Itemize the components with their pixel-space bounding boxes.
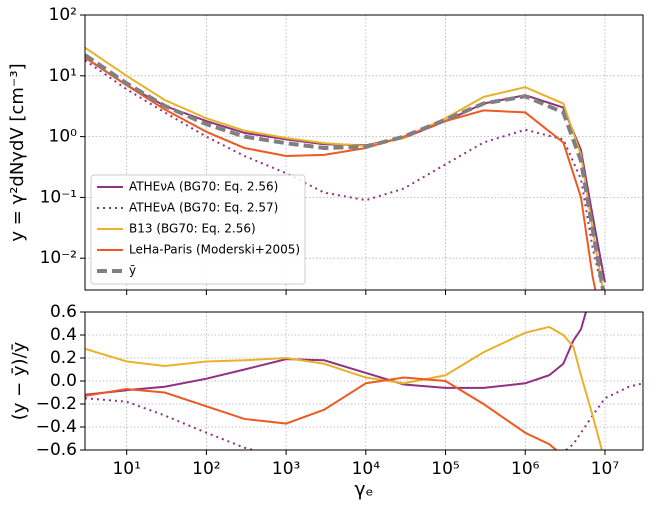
x-tick-label: 10⁷ <box>591 459 620 479</box>
x-tick-label: 10⁶ <box>511 459 540 479</box>
y-tick-label: −0.2 <box>36 394 77 414</box>
y-tick-label: 10⁰ <box>49 127 78 147</box>
series-line <box>85 325 603 450</box>
y-tick-label: −0.4 <box>36 417 77 437</box>
legend-label: ȳ <box>129 264 136 278</box>
x-tick-label: 10³ <box>272 459 300 479</box>
y-axis-label: (y − ȳ)/ȳ <box>9 341 30 420</box>
y-axis-label: y = γ²dNγdV [cm⁻³] <box>7 63 28 241</box>
plot-frame <box>84 14 644 291</box>
legend-label: ATHEνA (BG70: Eq. 2.57) <box>129 201 278 215</box>
legend-label: LeHa-Paris (Moderski+2005) <box>129 243 300 257</box>
x-axis-label: γₑ <box>354 479 373 501</box>
plot-frame <box>84 311 644 451</box>
legend-label: ATHEνA (BG70: Eq. 2.56) <box>129 180 278 194</box>
x-tick-label: 10¹ <box>112 459 140 479</box>
y-tick-label: 10¹ <box>49 66 77 86</box>
series-line <box>85 312 588 396</box>
y-tick-label: 10⁻¹ <box>40 187 77 207</box>
x-tick-label: 10⁴ <box>352 459 381 479</box>
y-tick-label: −0.6 <box>36 440 77 460</box>
legend-label: B13 (BG70: Eq. 2.56) <box>129 222 256 236</box>
y-tick-label: 0.2 <box>50 348 77 368</box>
x-tick-label: 10⁵ <box>431 459 459 479</box>
y-tick-label: 10⁻² <box>40 248 77 268</box>
series-line <box>85 53 606 290</box>
legend-box <box>90 174 306 285</box>
y-tick-label: 10² <box>49 5 77 25</box>
y-tick-label: 0.0 <box>50 371 77 391</box>
y-tick-label: 0.4 <box>50 325 77 345</box>
series-line <box>85 59 604 290</box>
series-line <box>85 376 558 450</box>
x-tick-label: 10² <box>192 459 220 479</box>
y-tick-label: 0.6 <box>50 302 77 322</box>
